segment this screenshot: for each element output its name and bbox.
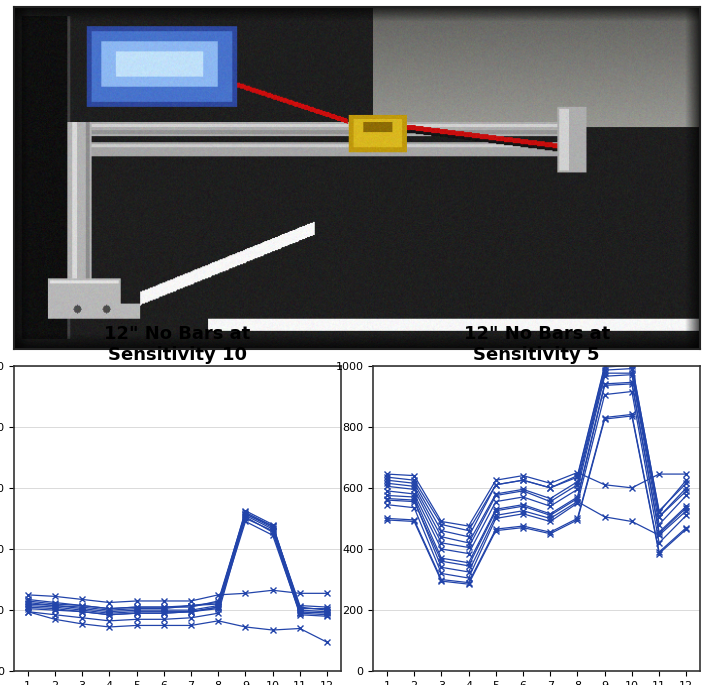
Title: 12" No Bars at
Sensitivity 10: 12" No Bars at Sensitivity 10 bbox=[105, 325, 250, 364]
Title: 12" No Bars at
Sensitivity 5: 12" No Bars at Sensitivity 5 bbox=[464, 325, 609, 364]
